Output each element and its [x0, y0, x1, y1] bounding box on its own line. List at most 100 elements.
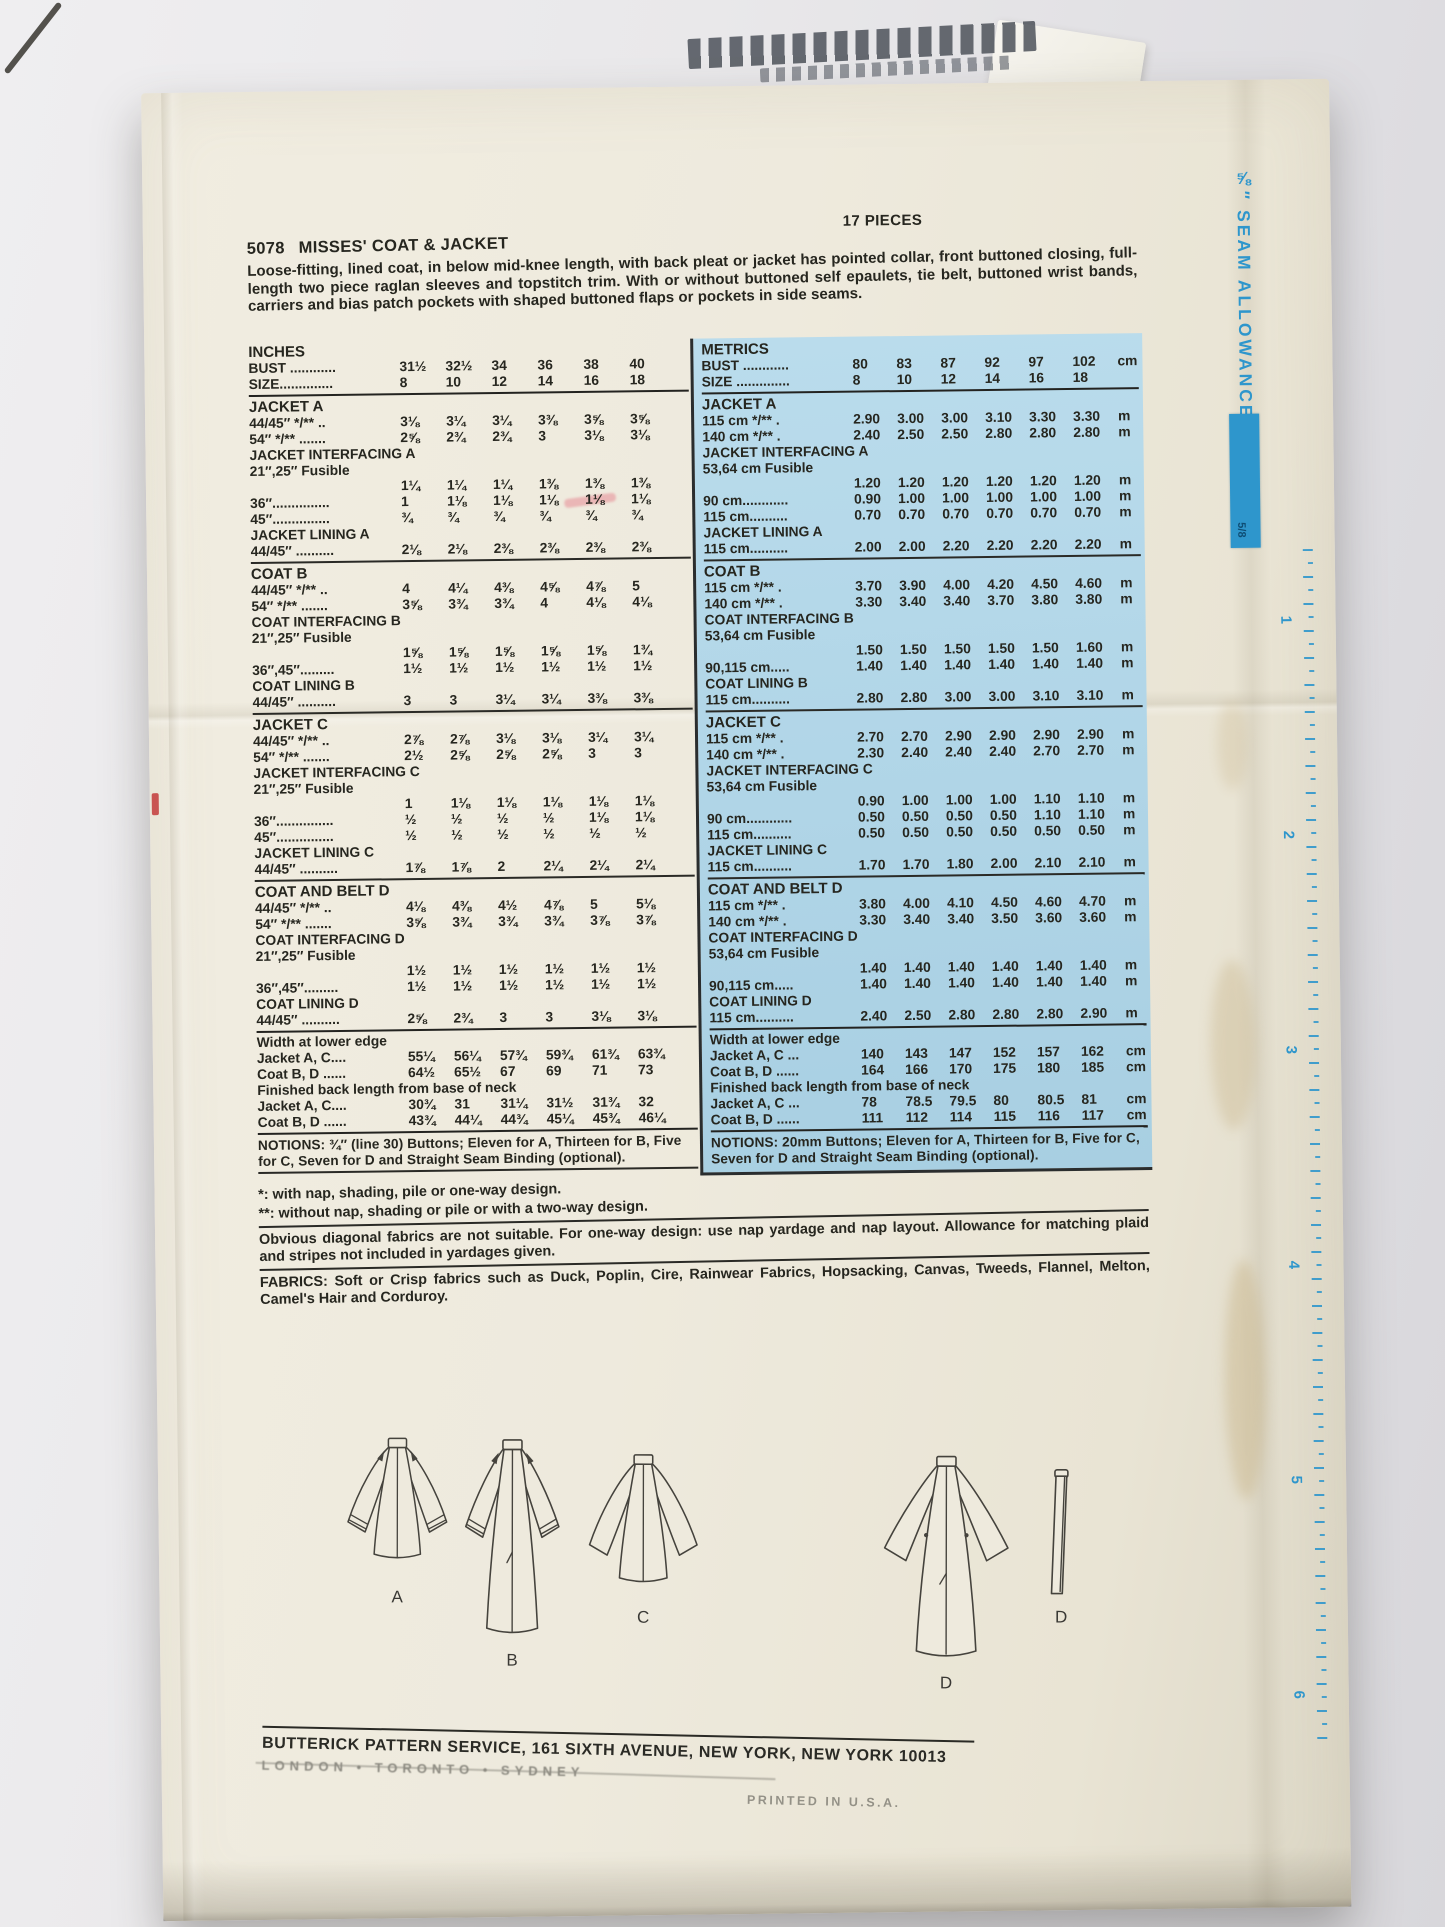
- cell-value: 112: [905, 1109, 929, 1126]
- cell-value: 4⅞: [543, 897, 564, 913]
- unit-label: cm: [1125, 1059, 1147, 1075]
- cell-value: 4.50: [990, 894, 1019, 910]
- notions-text: NOTIONS: ¾″ (line 30) Buttons; Eleven fo…: [257, 1132, 682, 1169]
- cell-value: 3⅛: [591, 1008, 611, 1024]
- unit-label: m: [1123, 854, 1136, 870]
- cell-value: 1.50: [899, 641, 927, 658]
- cell-value: 30¾: [408, 1096, 436, 1113]
- cell-value: 1.40: [947, 975, 975, 991]
- cell-value: 2.90: [1076, 726, 1104, 742]
- row-label: 54″ */** .......: [255, 916, 332, 932]
- cell-value: 3.70: [855, 578, 883, 594]
- cell-value: 3⅛: [630, 427, 650, 443]
- row-label: 54″ */** .......: [249, 431, 326, 448]
- cell-value: 1.40: [1079, 973, 1107, 989]
- unit-label: m: [1123, 822, 1136, 838]
- cell-value: 31½: [546, 1095, 574, 1111]
- cell-value: ½: [635, 825, 647, 841]
- unit-label: m: [1122, 806, 1136, 822]
- cell-value: 3: [545, 1009, 554, 1025]
- cell-value: 2⅞: [403, 731, 424, 748]
- row-label: 54″ */** .......: [253, 749, 330, 765]
- cell-value: 1½: [590, 960, 611, 976]
- cell-value: 2.80: [992, 1006, 1020, 1022]
- cell-value: 1⅝: [448, 644, 469, 660]
- cell-value: 5: [632, 578, 640, 594]
- row-label: 140 cm */** .: [708, 913, 787, 930]
- cell-value: 2⅝: [407, 1010, 427, 1027]
- cell-value: 3.10: [985, 409, 1013, 426]
- cell-value: 1.40: [1032, 656, 1060, 672]
- cell-value: 1.60: [1075, 639, 1103, 655]
- cell-value: 2¾: [446, 429, 466, 445]
- cell-value: 1.80: [946, 856, 974, 872]
- unit-label: m: [1118, 408, 1131, 424]
- unit-label: m: [1124, 957, 1138, 973]
- jacket-c-line-drawing: [588, 1454, 698, 1583]
- cell-value: ½: [450, 811, 463, 827]
- cell-value: 18: [629, 372, 646, 388]
- cell-value: 31: [454, 1096, 470, 1112]
- cell-value: 32½: [445, 358, 473, 374]
- cell-value: 45¼: [546, 1111, 574, 1127]
- cell-value: 1.40: [944, 657, 972, 673]
- cell-value: 3¼: [492, 412, 512, 429]
- cell-value: 3: [538, 428, 547, 444]
- cell-value: 2.00: [854, 539, 882, 555]
- cell-value: 4¼: [448, 580, 468, 596]
- cell-value: 1¼: [446, 477, 467, 493]
- cell-value: 16: [583, 372, 600, 388]
- cell-value: 2.40: [989, 743, 1017, 759]
- cell-value: 2: [497, 858, 506, 875]
- cell-value: 14: [984, 370, 1001, 387]
- cell-value: 80: [852, 356, 868, 372]
- cell-value: 2.20: [1074, 536, 1102, 552]
- cell-value: 43¾: [408, 1112, 436, 1129]
- ruler-number: 3: [1282, 1045, 1300, 1055]
- cell-value: 87: [940, 355, 956, 371]
- cell-value: 0.50: [857, 809, 885, 825]
- cell-value: 3⅝: [406, 914, 426, 931]
- row-label: 90 cm............: [703, 492, 789, 509]
- seam-allowance-label: ⅝″ SEAM ALLOWANCE: [1233, 167, 1257, 420]
- cell-value: 3⅛: [495, 730, 516, 747]
- bottom-edge-shadow: [162, 1846, 1352, 1922]
- cell-value: 2⅞: [449, 731, 470, 747]
- cell-value: 2¼: [543, 858, 563, 874]
- cell-value: 3.10: [1076, 687, 1104, 703]
- pattern-number: 5078: [246, 239, 285, 258]
- cell-value: 3.30: [859, 912, 887, 928]
- cell-value: 2.80: [1029, 425, 1057, 441]
- cell-value: ½: [496, 810, 509, 827]
- cell-value: 2.70: [1033, 743, 1061, 759]
- cell-value: 0.70: [942, 506, 970, 522]
- cell-value: 1½: [406, 978, 427, 995]
- cell-value: 1.20: [897, 474, 925, 491]
- cell-value: 3¾: [544, 913, 564, 929]
- unit-label: m: [1119, 488, 1132, 504]
- cell-value: 73: [637, 1062, 654, 1078]
- cell-value: 31¾: [592, 1094, 620, 1110]
- cell-value: 0.50: [945, 808, 973, 824]
- cell-value: 4⅛: [405, 898, 426, 915]
- cell-value: 1.20: [1029, 473, 1057, 489]
- cell-value: 1.40: [1079, 957, 1107, 973]
- cell-value: 1½: [587, 658, 607, 674]
- cell-value: 2.20: [942, 538, 970, 554]
- cell-value: 1.00: [986, 489, 1014, 506]
- cell-value: 57¾: [499, 1047, 527, 1063]
- cell-value: 1½: [406, 962, 427, 979]
- cell-value: 3.00: [941, 410, 969, 426]
- row-label: 54″ */** .......: [251, 598, 328, 615]
- cell-value: 4⅞: [586, 578, 606, 594]
- cell-value: 4⅝: [540, 579, 560, 595]
- unit-label: cm: [1126, 1091, 1147, 1107]
- red-mark: [151, 793, 159, 816]
- cell-value: 3¼: [446, 413, 466, 429]
- cell-value: 1½: [636, 976, 657, 992]
- row-label: 90 cm............: [706, 810, 793, 827]
- cell-value: 1½: [498, 977, 519, 994]
- cell-value: 147: [948, 1045, 973, 1061]
- paper-stain: [1216, 699, 1248, 791]
- cell-value: 4⅜: [451, 898, 472, 914]
